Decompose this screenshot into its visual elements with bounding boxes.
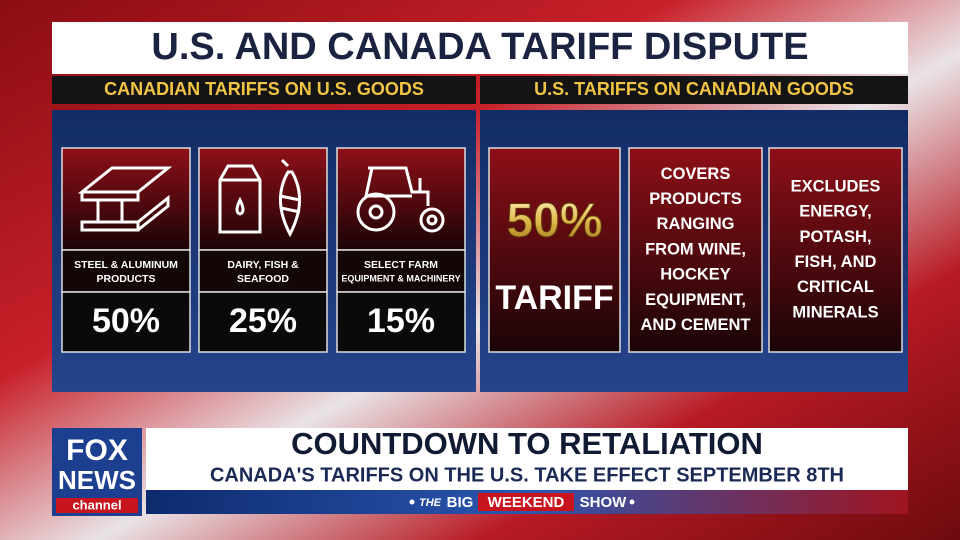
- info-card: [628, 147, 763, 353]
- bullet: [629, 499, 635, 505]
- info-line: HOCKEY: [660, 266, 731, 284]
- info-card: [768, 147, 903, 353]
- show-highlight: [478, 493, 574, 511]
- info-line: RANGING: [657, 215, 735, 233]
- card-label-box: [198, 249, 328, 293]
- logo-channel-box: [56, 498, 138, 513]
- title: U.S. AND CANADA TARIFF DISPUTE: [151, 26, 808, 68]
- logo-news: NEWS: [58, 465, 136, 495]
- card-top: [336, 147, 466, 251]
- info-line: FROM WINE,: [645, 240, 746, 258]
- info-line: AND CEMENT: [641, 316, 751, 334]
- card-rate: 50%: [92, 302, 160, 340]
- section-bar: [52, 76, 476, 104]
- section-bar: [480, 76, 908, 104]
- card-label: DAIRY, FISH &: [227, 259, 299, 271]
- card-label: SEAFOOD: [237, 273, 289, 285]
- icon-dairy-fish: [218, 158, 302, 238]
- show-name: WEEKEND: [488, 494, 565, 511]
- show-name: THE: [419, 497, 442, 509]
- card-label-box: [61, 249, 191, 293]
- info-line: MINERALS: [792, 303, 878, 321]
- card-rate-box: [336, 291, 466, 353]
- icon-beam: [77, 166, 173, 232]
- info-card: [488, 147, 621, 353]
- info-line: PRODUCTS: [649, 190, 742, 208]
- card-label: STEEL & ALUMINUM: [74, 259, 178, 271]
- tariff-label: TARIFF: [495, 279, 613, 317]
- show-name: SHOW: [580, 494, 628, 511]
- card-rate-box: [198, 291, 328, 353]
- info-line: FISH, AND: [795, 253, 877, 271]
- bullet: [409, 499, 415, 505]
- info-line: POTASH,: [799, 228, 871, 246]
- card-rate-box: [61, 291, 191, 353]
- show-name: BIG: [447, 494, 474, 511]
- card-rate: 25%: [229, 302, 297, 340]
- card-label-box: [336, 249, 466, 293]
- info-line: EXCLUDES: [791, 177, 881, 195]
- tariff-rate: 50%: [506, 195, 602, 248]
- headline: COUNTDOWN TO RETALIATION: [291, 426, 763, 461]
- info-line: CRITICAL: [797, 278, 874, 296]
- icon-tractor: [356, 166, 445, 233]
- section-heading: CANADIAN TARIFFS ON U.S. GOODS: [104, 79, 424, 99]
- card-rate: 15%: [367, 302, 435, 340]
- info-line: EQUIPMENT,: [645, 291, 746, 309]
- card-top: [198, 147, 328, 251]
- card-label: EQUIPMENT & MACHINERY: [341, 273, 460, 283]
- section-heading: U.S. TARIFFS ON CANADIAN GOODS: [534, 79, 854, 99]
- card-label: SELECT FARM: [364, 259, 438, 271]
- info-line: ENERGY,: [799, 203, 871, 221]
- logo-channel: channel: [72, 497, 121, 512]
- headline-box: [146, 428, 908, 490]
- subheadline: CANADA'S TARIFFS ON THE U.S. TAKE EFFECT…: [210, 464, 844, 486]
- title-bar: [52, 22, 908, 74]
- card-label: PRODUCTS: [97, 273, 156, 285]
- info-line: COVERS: [661, 165, 731, 183]
- logo-fox: FOX: [66, 434, 128, 467]
